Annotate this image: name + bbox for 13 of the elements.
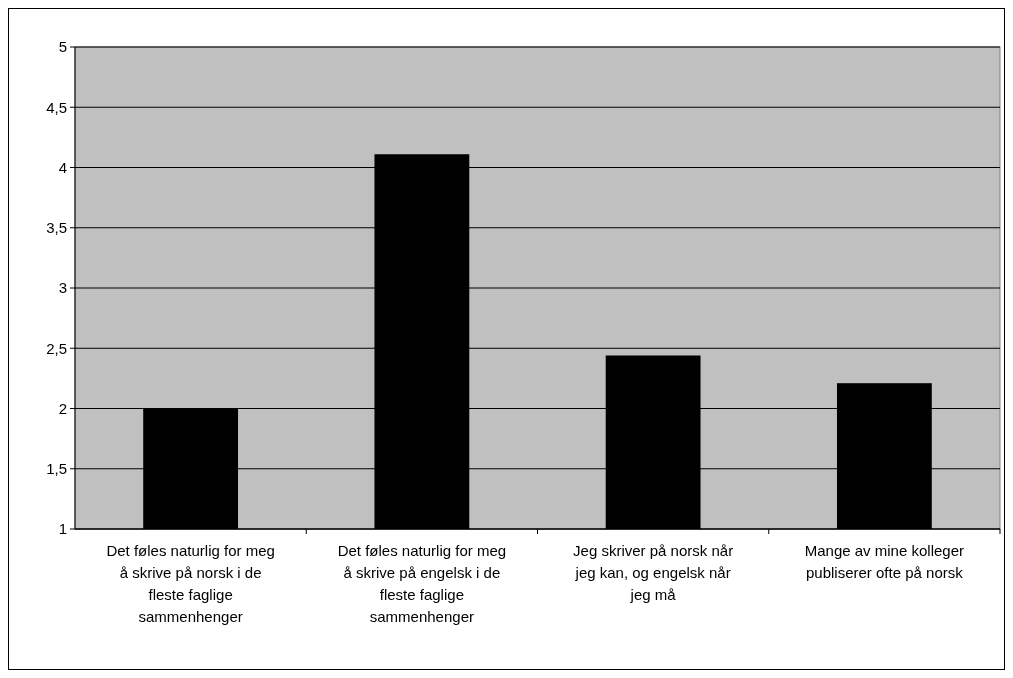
y-tick-label: 5 — [58, 38, 67, 56]
y-tick-label: 1,5 — [46, 460, 67, 477]
y-tick-label: 4 — [58, 158, 67, 176]
y-tick-label: 2 — [58, 399, 67, 417]
y-tick-label: 2,5 — [46, 339, 67, 357]
x-tick-label: Mange av mine kolleger publiserer ofte på norsk — [804, 542, 965, 581]
x-tick-label: Jeg skriver på norsk når jeg kan, og engelsk når jeg må — [573, 542, 734, 603]
x-tick-label: Det føles naturlig for meg å skrive på engelsk i de fleste faglige sammenhenger — [337, 542, 507, 625]
y-tick-label: 1 — [58, 520, 67, 538]
y-tick-label: 3,5 — [46, 219, 67, 236]
y-tick-label: 3 — [58, 279, 67, 297]
y-tick-label: 4,5 — [46, 98, 67, 116]
x-tick-label: Det føles naturlig for meg å skrive på norsk i de fleste faglige sammenhenger — [106, 542, 275, 625]
